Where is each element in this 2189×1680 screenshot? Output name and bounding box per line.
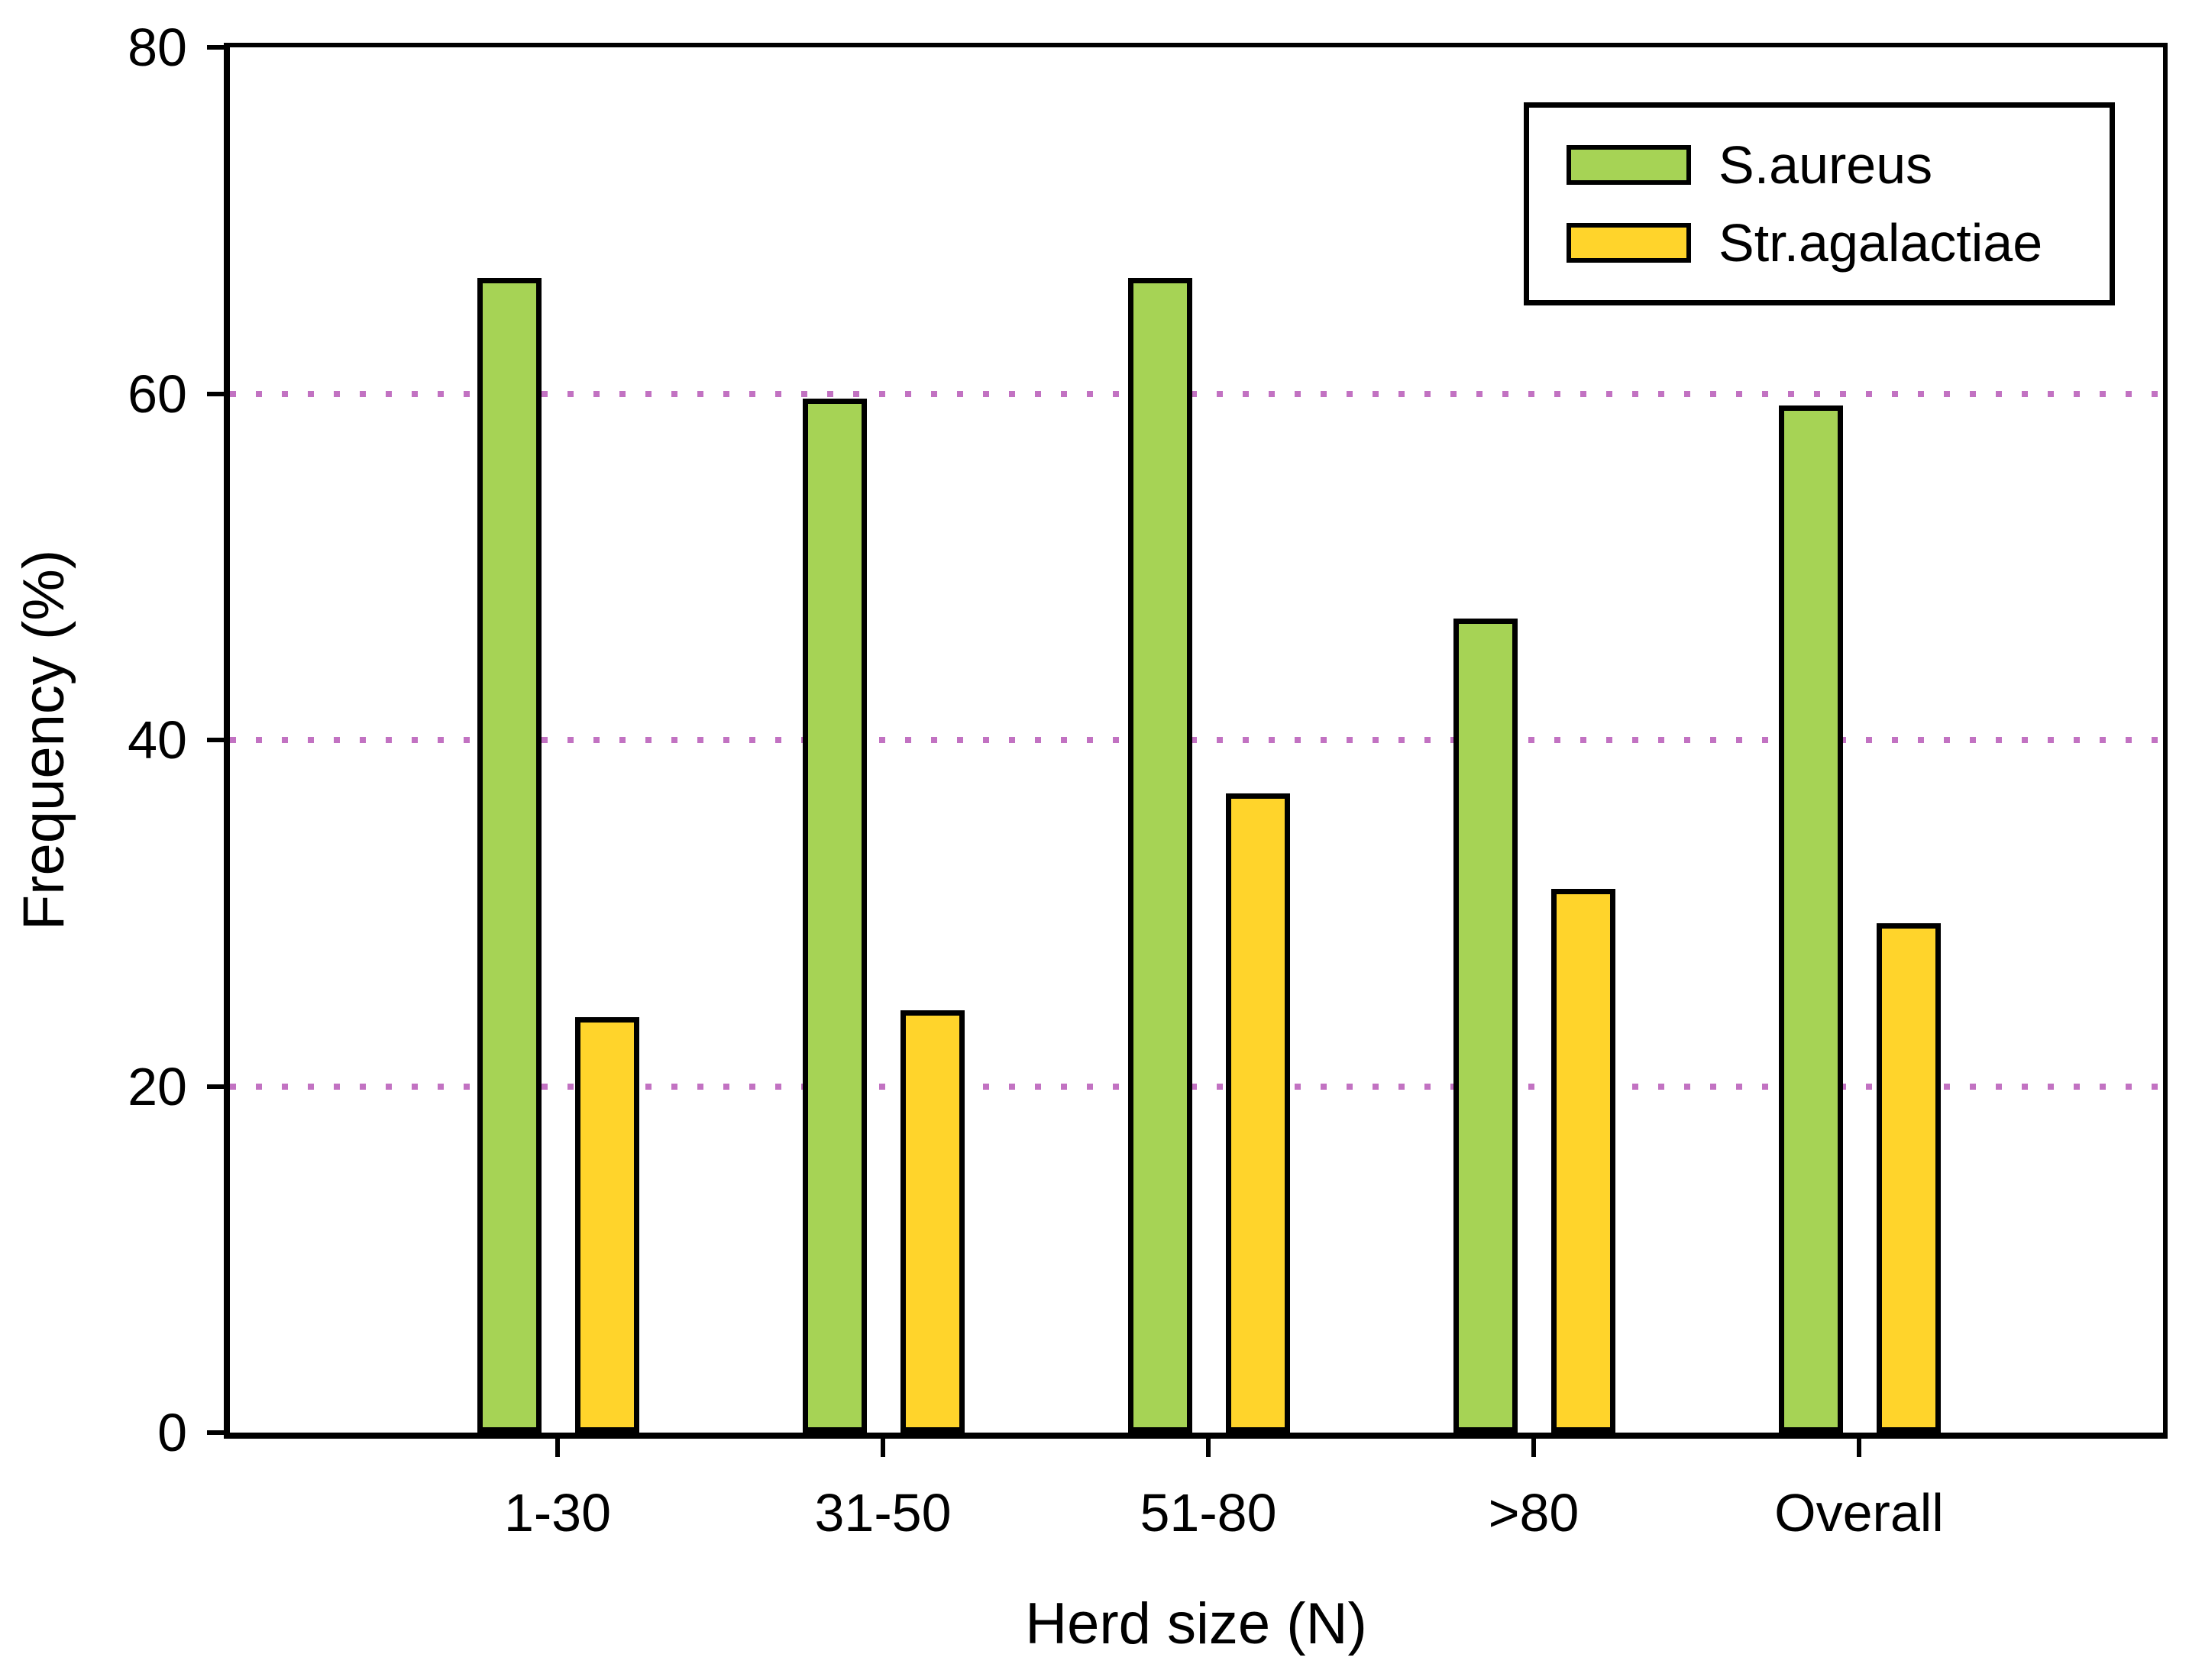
x-axis-title: Herd size (N)	[1025, 1591, 1367, 1656]
x-tick-31-50	[881, 1437, 885, 1457]
y-tick-40	[207, 738, 230, 742]
x-tick-label-Overall: Overall	[1774, 1483, 1944, 1543]
y-tick-80	[207, 45, 230, 50]
y-tick-0	[207, 1430, 230, 1435]
y-tick-60	[207, 391, 230, 396]
legend-label-s-aureus: S.aureus	[1719, 135, 1933, 195]
bar-str-agalactiae-Overall	[1877, 923, 1941, 1433]
x-tick-1-30	[555, 1437, 560, 1457]
gridline-20	[230, 1083, 2163, 1090]
y-tick-20	[207, 1084, 230, 1089]
x-tick-51-80	[1206, 1437, 1211, 1457]
plot-area	[230, 47, 2163, 1433]
y-tick-label-20: 20	[128, 1056, 187, 1116]
x-tick-label-31-50: 31-50	[814, 1483, 952, 1543]
legend-row: S.aureus	[1567, 137, 2110, 192]
bar-s-aureus-31-50	[803, 399, 867, 1433]
x-tick->80	[1531, 1437, 1536, 1457]
x-tick-Overall	[1857, 1437, 1861, 1457]
bar-str-agalactiae-31-50	[900, 1010, 965, 1433]
x-tick-label-51-80: 51-80	[1140, 1483, 1277, 1543]
y-tick-label-40: 40	[128, 710, 187, 770]
y-tick-label-80: 80	[128, 18, 187, 77]
bar-str-agalactiae->80	[1551, 889, 1615, 1433]
bar-str-agalactiae-1-30	[575, 1017, 639, 1433]
bar-s-aureus-1-30	[477, 278, 542, 1433]
legend-label-str-agalactiae: Str.agalactiae	[1719, 213, 2043, 273]
bar-s-aureus->80	[1453, 619, 1518, 1433]
legend: S.aureus Str.agalactiae	[1524, 102, 2115, 305]
x-tick-label-1-30: 1-30	[503, 1483, 612, 1543]
gridline-60	[230, 390, 2163, 397]
x-tick-label->80: >80	[1488, 1483, 1580, 1543]
gridline-40	[230, 737, 2163, 743]
y-tick-label-0: 0	[157, 1403, 187, 1462]
bar-s-aureus-Overall	[1779, 405, 1843, 1433]
y-tick-label-60: 60	[128, 363, 187, 424]
bar-str-agalactiae-51-80	[1226, 793, 1290, 1433]
bar-s-aureus-51-80	[1128, 278, 1192, 1433]
legend-swatch-s-aureus	[1567, 145, 1691, 185]
legend-swatch-str-agalactiae	[1567, 223, 1691, 263]
legend-row: Str.agalactiae	[1567, 215, 2110, 270]
